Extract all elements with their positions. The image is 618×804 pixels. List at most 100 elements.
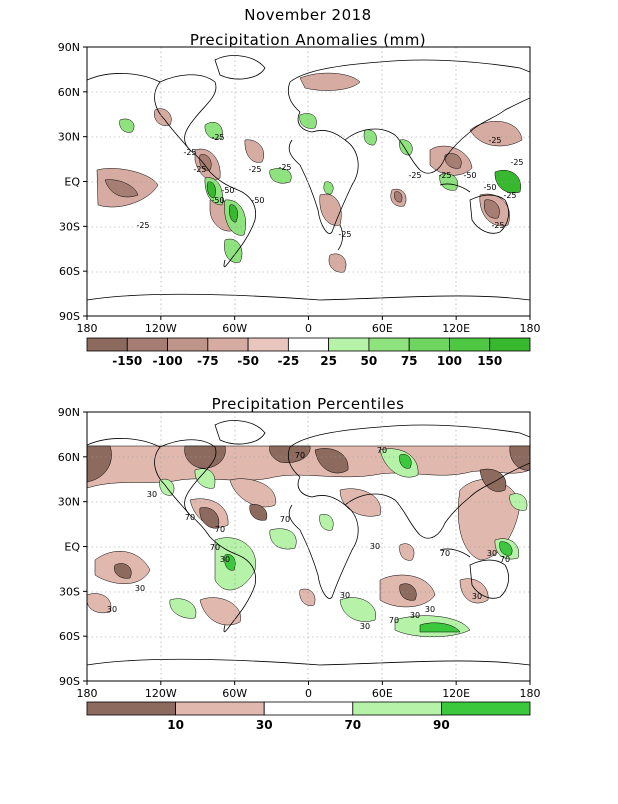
anomaly-contour-label: -50 xyxy=(211,196,224,205)
anomaly-colorbar-swatch xyxy=(287,337,330,352)
anomaly-colorbar-swatch xyxy=(126,337,168,352)
percentile-lon-label: 180 xyxy=(77,687,98,700)
anomaly-lat-label: 90N xyxy=(58,41,80,54)
anomaly-colorbar-label: -150 xyxy=(112,354,142,368)
percentile-gridlines xyxy=(87,412,530,681)
percentile-contour-label: 30 xyxy=(410,611,420,620)
anomaly-gridlines xyxy=(87,47,530,316)
anomaly-colorbar-swatch xyxy=(408,337,450,352)
anomaly-contour-label: -50 xyxy=(221,186,234,195)
percentile-lon-label: 120W xyxy=(145,687,177,700)
anomaly-colorbar-label: -25 xyxy=(278,354,300,368)
percentile-colorbar-label: 70 xyxy=(344,718,361,732)
percentile-contour-label: 30 xyxy=(107,605,117,614)
anomaly-colorbar-labels: -150 -100 -75 -50 -25 25 50 75 100 150 xyxy=(112,354,502,368)
anomaly-lat-label: 30S xyxy=(59,220,80,233)
percentile-colorbar-label: 10 xyxy=(167,718,184,732)
percentile-lat-label: 90S xyxy=(59,675,80,688)
anomaly-contour-label: -50 xyxy=(483,183,496,192)
anomaly-contour-label: -25 xyxy=(488,136,501,145)
anomaly-map xyxy=(87,47,530,316)
percentile-contour-label: 30 xyxy=(360,622,370,631)
anomaly-colorbar-label: 100 xyxy=(437,354,462,368)
percentile-lat-label: 90N xyxy=(58,406,80,419)
percentile-coastlines xyxy=(87,420,530,666)
anomaly-contour-label: -25 xyxy=(408,171,421,180)
percentile-colorbar xyxy=(86,701,531,716)
percentile-contour-label: 70 xyxy=(185,513,195,522)
percentile-contour-label: 30 xyxy=(220,555,230,564)
anomaly-colorbar-swatch xyxy=(167,337,209,352)
percentile-contour-label: 30 xyxy=(340,591,350,600)
anomaly-contour-label: -25 xyxy=(211,133,224,142)
anomaly-contour-labels: -25-25-25 -25-50-50 -50-25-25-25-25 -25 -50-… xyxy=(136,133,523,239)
percentile-contour-label: 70 xyxy=(295,451,305,460)
percentile-very-wet-areas xyxy=(224,454,513,633)
percentile-contour-label: 30 xyxy=(487,549,497,558)
anomaly-contour-label: -25 xyxy=(183,148,196,157)
percentile-colorbar-swatch xyxy=(263,701,354,716)
anomaly-lon-label: 180 xyxy=(77,322,98,335)
anomaly-lat-label: EQ xyxy=(64,176,80,189)
anomaly-lon-label: 60W xyxy=(222,322,247,335)
anomaly-contour-label: -25 xyxy=(491,221,504,230)
anomaly-contour-label: -25 xyxy=(438,171,451,180)
percentile-contour-label: 30 xyxy=(472,592,482,601)
anomaly-colorbar-swatch xyxy=(247,337,289,352)
anomaly-contour-label: -25 xyxy=(248,165,261,174)
anomaly-lon-label: 180 xyxy=(520,322,541,335)
anomaly-colorbar-swatch xyxy=(328,337,370,352)
percentile-colorbar-swatch xyxy=(175,701,265,716)
anomaly-contour-label: -25 xyxy=(193,165,206,174)
percentile-lat-label: 30S xyxy=(59,585,80,598)
anomaly-colorbar-label: 150 xyxy=(477,354,502,368)
percentile-lat-label: 60S xyxy=(59,630,80,643)
percentile-map-title: Precipitation Percentiles xyxy=(212,395,405,413)
anomaly-lat-label: 90S xyxy=(59,310,80,323)
anomaly-colorbar-label: 50 xyxy=(361,354,378,368)
anomaly-colorbar-label: 75 xyxy=(401,354,418,368)
percentile-lat-axis: 90N 60N 30N EQ 30S 60S 90S xyxy=(58,406,87,688)
anomaly-lat-label: 30N xyxy=(58,131,80,144)
percentile-contour-label: 70 xyxy=(377,446,387,455)
percentile-contour-label: 30 xyxy=(147,490,157,499)
anomaly-colorbar-swatch xyxy=(86,337,128,352)
anomaly-contour-label: -50 xyxy=(251,196,264,205)
anomaly-lon-label: 60E xyxy=(372,322,393,335)
percentile-lon-label: 120E xyxy=(442,687,470,700)
anomaly-coastlines xyxy=(87,55,530,301)
percentile-lon-label: 0 xyxy=(305,687,312,700)
percentile-contour-label: 70 xyxy=(440,549,450,558)
percentile-contour-label: 70 xyxy=(389,616,399,625)
percentile-colorbar-swatch xyxy=(352,701,442,716)
anomaly-dry-strong-areas xyxy=(104,153,500,219)
percentile-lat-label: 60N xyxy=(58,451,80,464)
anomaly-lat-label: 60N xyxy=(58,86,80,99)
anomaly-contour-label: -25 xyxy=(338,230,351,239)
anomaly-lon-label: 0 xyxy=(305,322,312,335)
anomaly-colorbar-swatch xyxy=(207,337,249,352)
anomaly-map-title: Precipitation Anomalies (mm) xyxy=(190,31,426,49)
percentile-contour-label: 70 xyxy=(500,555,510,564)
percentile-contour-label: 30 xyxy=(425,605,435,614)
anomaly-colorbar-swatch xyxy=(449,337,491,352)
percentile-colorbar-label: 30 xyxy=(256,718,273,732)
anomaly-contour-label: -25 xyxy=(503,191,516,200)
anomaly-colorbar-label: -50 xyxy=(237,354,259,368)
anomaly-colorbar-swatch xyxy=(489,337,531,352)
anomaly-contour-label: -25 xyxy=(510,158,523,167)
figure-title: November 2018 xyxy=(244,6,371,24)
anomaly-lon-label: 120W xyxy=(145,322,177,335)
percentile-lon-label: 180 xyxy=(520,687,541,700)
percentile-lon-label: 60E xyxy=(372,687,393,700)
percentile-colorbar-swatch xyxy=(440,701,531,716)
percentile-colorbar-swatch xyxy=(86,701,176,716)
anomaly-wet-strong-areas xyxy=(207,170,521,223)
percentile-lon-label: 60W xyxy=(222,687,247,700)
percentile-contour-label: 70 xyxy=(215,525,225,534)
percentile-contour-label: 70 xyxy=(210,543,220,552)
anomaly-colorbar-label: -75 xyxy=(197,354,219,368)
anomaly-lat-axis: 90N 60N 30N EQ 30S 60S 90S xyxy=(58,41,87,323)
anomaly-colorbar xyxy=(86,337,531,352)
